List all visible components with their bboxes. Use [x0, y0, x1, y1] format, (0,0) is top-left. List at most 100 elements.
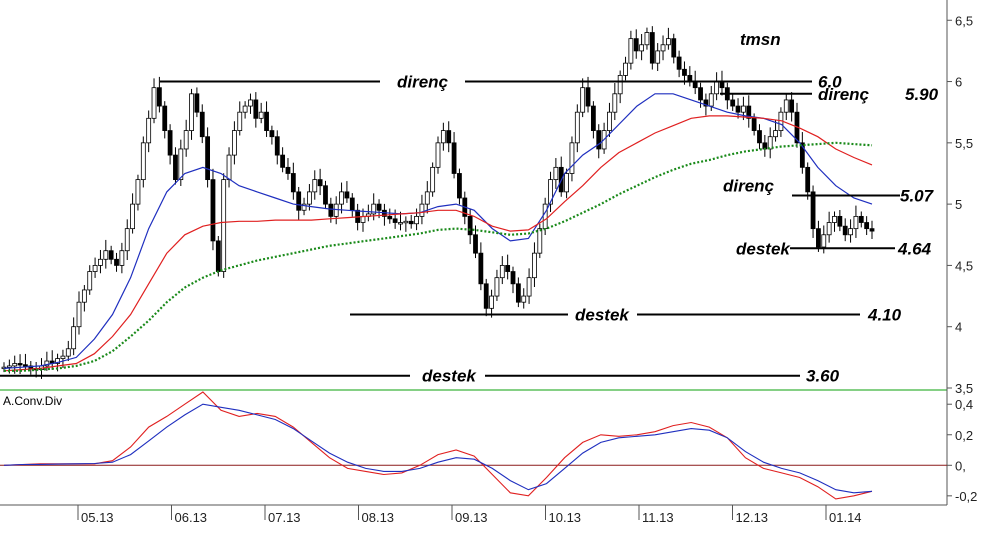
candle-body: [328, 203, 334, 217]
candle-body: [542, 203, 548, 230]
candle-body: [446, 130, 452, 144]
candle-body: [323, 185, 328, 205]
candle-body: [864, 222, 870, 230]
candle-body: [280, 154, 286, 168]
candle-body: [242, 105, 248, 113]
candle-body: [189, 93, 194, 131]
candle-body: [392, 218, 398, 223]
indicator-tick-label: 0,4: [955, 397, 973, 412]
candle-body: [221, 179, 227, 272]
candle-body: [253, 99, 259, 119]
candle-body: [799, 142, 805, 168]
candle-body: [628, 38, 634, 64]
candle-body: [842, 225, 848, 236]
candle-body: [274, 136, 280, 156]
candle-body: [730, 99, 736, 107]
date-tick-label: 09.13: [455, 510, 488, 525]
candle-body: [457, 173, 462, 199]
candle-body: [210, 179, 216, 242]
candle-body: [403, 220, 409, 224]
candle-body: [87, 271, 93, 291]
price-tick-label: 4: [955, 320, 962, 335]
candle-body: [853, 215, 859, 230]
candle-body: [451, 142, 457, 174]
candle-body: [741, 105, 746, 113]
candle-body: [307, 191, 312, 205]
level-label: direnç: [723, 177, 775, 196]
candle-body: [569, 142, 575, 174]
candle-body: [65, 348, 71, 357]
candle-body: [248, 99, 253, 107]
candle-body: [467, 215, 473, 236]
candle-body: [81, 289, 87, 303]
candle-body: [665, 38, 671, 46]
candle-body: [848, 228, 853, 236]
candle-body: [205, 136, 211, 181]
candle-body: [858, 215, 864, 223]
candle-body: [671, 38, 677, 58]
candle-body: [162, 105, 168, 131]
candle-body: [264, 111, 269, 131]
candle-body: [301, 203, 307, 211]
candle-body: [483, 283, 489, 309]
level-label: destek: [422, 367, 477, 386]
candle-body: [580, 87, 586, 113]
candle-body: [119, 250, 125, 266]
candle-body: [826, 222, 832, 236]
candle-body: [789, 99, 795, 113]
candle-body: [146, 117, 152, 144]
candle-body: [140, 142, 146, 181]
date-tick-label: 06.13: [175, 510, 208, 525]
date-tick-label: 12.13: [736, 510, 769, 525]
candle-body: [773, 130, 778, 138]
candle-body: [473, 234, 478, 254]
candle-body: [98, 258, 103, 266]
candle-body: [607, 111, 612, 131]
candle-body: [178, 148, 184, 181]
candle-body: [564, 173, 569, 193]
candle-body: [499, 265, 505, 279]
candle-body: [505, 265, 511, 272]
candle-body: [617, 75, 623, 95]
candle-body: [130, 203, 135, 230]
candle-body: [746, 105, 752, 119]
candle-body: [23, 364, 28, 367]
level-label: direnç: [818, 85, 870, 104]
level-value: 3.60: [806, 367, 840, 386]
indicator-tick-label: -0,2: [955, 489, 977, 504]
candle-body: [649, 32, 655, 64]
candle-body: [317, 179, 323, 187]
candle-body: [183, 130, 189, 150]
candle-body: [783, 99, 789, 113]
candle-body: [430, 166, 436, 193]
candle-body: [333, 203, 339, 217]
candle-body: [349, 197, 355, 211]
candle-body: [489, 295, 494, 309]
candle-body: [414, 215, 419, 225]
date-tick-label: 10.13: [549, 510, 582, 525]
candle-body: [869, 228, 875, 232]
candle-body: [290, 173, 296, 193]
indicator-title: A.Conv.Div: [3, 394, 62, 408]
candle-body: [660, 44, 666, 52]
candle-body: [548, 179, 553, 205]
candle-body: [151, 87, 157, 119]
candle-body: [515, 283, 521, 303]
price-tick-label: 3,5: [955, 381, 973, 396]
moving-average-line-1: [3, 93, 873, 369]
candle-body: [344, 191, 350, 199]
candle-body: [296, 191, 302, 211]
candle-body: [156, 87, 162, 107]
candle-body: [494, 277, 500, 297]
candle-body: [810, 191, 816, 230]
date-tick-label: 05.13: [81, 510, 114, 525]
candle-body: [135, 179, 141, 205]
candle-body: [360, 215, 366, 223]
candle-body: [173, 154, 178, 181]
candle-body: [623, 62, 628, 76]
candle-body: [816, 228, 821, 248]
candle-body: [398, 222, 403, 225]
candle-body: [103, 250, 109, 260]
candle-body: [633, 38, 639, 52]
